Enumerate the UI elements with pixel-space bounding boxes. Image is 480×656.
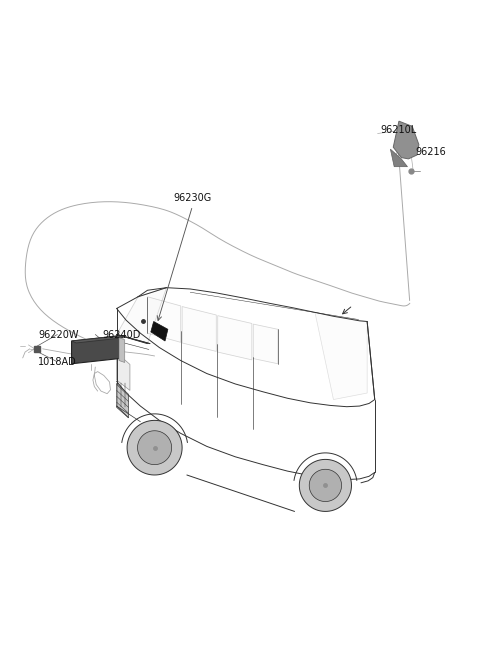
Text: 96230G: 96230G	[173, 193, 212, 203]
Polygon shape	[119, 338, 125, 363]
Text: 96216: 96216	[416, 148, 446, 157]
Polygon shape	[117, 288, 167, 344]
Polygon shape	[127, 420, 182, 475]
Polygon shape	[309, 469, 342, 502]
Polygon shape	[117, 353, 130, 390]
Text: 96220W: 96220W	[38, 329, 79, 340]
Text: 96210L: 96210L	[380, 125, 416, 134]
Text: 1018AD: 1018AD	[38, 357, 77, 367]
Polygon shape	[253, 324, 278, 364]
Polygon shape	[182, 306, 216, 352]
Polygon shape	[147, 297, 180, 342]
Polygon shape	[117, 383, 129, 418]
Polygon shape	[72, 336, 124, 343]
Polygon shape	[390, 149, 408, 167]
Polygon shape	[393, 121, 419, 159]
Polygon shape	[138, 431, 172, 464]
Text: 96240D: 96240D	[102, 329, 141, 340]
Polygon shape	[151, 321, 168, 341]
Polygon shape	[72, 336, 119, 364]
Polygon shape	[218, 316, 252, 360]
Polygon shape	[300, 459, 351, 512]
Polygon shape	[315, 312, 367, 400]
